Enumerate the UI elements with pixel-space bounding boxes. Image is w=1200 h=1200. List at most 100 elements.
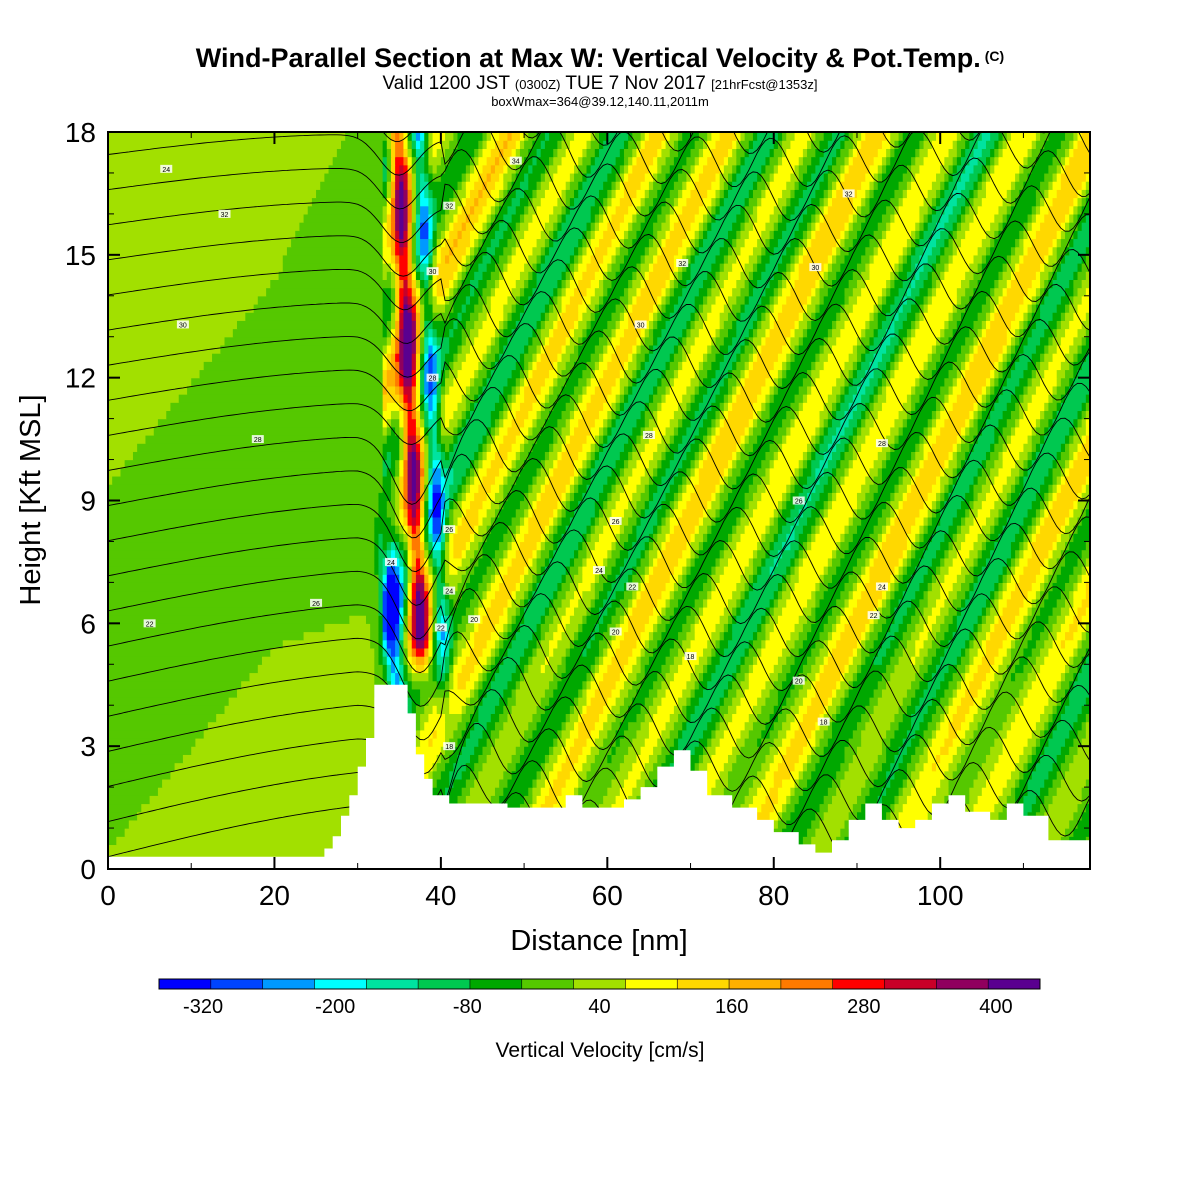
isotherm-label: 30 xyxy=(809,263,822,272)
isotherm-label: 32 xyxy=(842,189,855,198)
isotherm-label: 26 xyxy=(609,516,622,526)
colorbar-swatch xyxy=(469,979,523,989)
isotherm-label: 34 xyxy=(509,156,522,166)
colorbar-swatch xyxy=(521,979,574,989)
isotherm-label-text: 26 xyxy=(445,527,453,534)
colorbar-swatch xyxy=(780,979,833,989)
isotherm-line xyxy=(108,487,1090,573)
colorbar-tick-label: -320 xyxy=(183,996,223,1018)
colorbar-swatch xyxy=(262,979,315,989)
colorbar-swatch xyxy=(884,979,937,989)
isotherm-line xyxy=(108,15,1090,87)
isotherm-label-text: 30 xyxy=(637,322,645,329)
colorbar-swatch xyxy=(159,979,212,989)
y-tick-label: 18 xyxy=(65,117,96,148)
colorbar-swatch xyxy=(729,979,782,989)
isotherm-label: 24 xyxy=(443,586,456,596)
isotherm-label-text: 22 xyxy=(870,613,878,620)
isotherm-label-text: 28 xyxy=(429,376,437,383)
isotherm-line xyxy=(108,452,1090,539)
colorbar-swatch xyxy=(988,979,1041,989)
colorbar-tick-label: -80 xyxy=(453,996,482,1018)
isotherm-label: 24 xyxy=(160,164,173,174)
x-axis-label: Distance [nm] xyxy=(510,925,687,957)
isotherm-label: 22 xyxy=(626,582,639,591)
isotherm-label: 32 xyxy=(676,259,689,268)
isotherm-line xyxy=(108,214,1090,289)
isotherm-label-text: 28 xyxy=(878,441,886,448)
isotherm-line xyxy=(108,417,1090,505)
title-block: Wind-Parallel Section at Max W: Vertical… xyxy=(0,40,1200,108)
pot-temp-labels: 24 32 30 28 26 22 34 32 30 28 26 24 24 22 20 18 32 30 28 26… xyxy=(143,156,888,751)
isotherm-label: 22 xyxy=(434,623,447,632)
isotherm-label: 30 xyxy=(176,320,189,329)
isotherm-label: 30 xyxy=(634,320,647,329)
x-tick-label: 40 xyxy=(425,880,456,911)
isotherm-label-text: 24 xyxy=(445,589,453,596)
isotherm-label: 32 xyxy=(443,201,456,211)
terrain-layer xyxy=(108,684,1090,869)
isotherm-line xyxy=(108,132,1090,188)
colorbar-swatch xyxy=(677,979,730,989)
isotherm-line xyxy=(108,351,1090,423)
isotherm-label: 28 xyxy=(251,435,264,444)
isotherm-label-text: 32 xyxy=(221,212,229,219)
isotherm-line xyxy=(108,684,1090,775)
isotherm-line xyxy=(108,754,1090,842)
x-tick-label: 80 xyxy=(758,880,789,911)
x-tick-label: 60 xyxy=(592,880,623,911)
colorbar-tick-label: 40 xyxy=(588,996,610,1018)
colorbar-label: Vertical Velocity [cm/s] xyxy=(496,1039,705,1062)
isotherm-label: 18 xyxy=(684,652,697,661)
colorbar-swatch xyxy=(210,979,263,989)
isotherm-line xyxy=(108,50,1090,120)
isotherm-line xyxy=(108,283,1090,356)
chart-title-text: Wind-Parallel Section at Max W: Vertical… xyxy=(195,43,981,73)
isotherm-label: 28 xyxy=(875,439,888,448)
isotherm-label-text: 26 xyxy=(795,499,803,506)
isotherm-label: 26 xyxy=(310,598,323,608)
isotherm-label-text: 30 xyxy=(811,265,819,272)
isotherm-label: 26 xyxy=(443,525,456,534)
isotherm-label-text: 32 xyxy=(678,261,686,268)
isotherm-line xyxy=(108,551,1090,640)
vertical-velocity-field xyxy=(108,132,1090,869)
isotherm-label-text: 22 xyxy=(146,621,154,628)
isotherm-line xyxy=(108,586,1090,674)
isotherm-label-text: 34 xyxy=(512,159,520,166)
isotherm-label-text: 24 xyxy=(878,584,886,591)
isotherm-label-text: 20 xyxy=(612,630,620,637)
isotherm-line xyxy=(108,249,1090,322)
colorbar-frame xyxy=(158,978,1041,990)
isotherm-label-text: 18 xyxy=(820,720,828,727)
isotherm-label-text: 32 xyxy=(445,204,453,211)
colorbar-swatch xyxy=(832,979,885,989)
isotherm-label-text: 24 xyxy=(595,568,603,575)
colorbar-swatch xyxy=(314,979,367,989)
valid-time: Valid 1200 JST xyxy=(382,73,510,94)
isotherm-label-text: 22 xyxy=(628,584,636,591)
valid-date: TUE 7 Nov 2017 xyxy=(565,73,706,94)
isotherm-line xyxy=(108,382,1090,457)
isotherm-label-text: 30 xyxy=(179,322,187,329)
y-tick-label: 12 xyxy=(65,363,96,394)
colorbar-tick-label: -200 xyxy=(315,996,355,1018)
isotherm-line xyxy=(108,719,1090,808)
y-tick-label: 9 xyxy=(80,486,96,517)
y-tick-label: 6 xyxy=(80,608,96,639)
isotherm-label-text: 24 xyxy=(162,167,170,174)
isotherm-label: 32 xyxy=(218,209,231,219)
isotherm-label: 20 xyxy=(792,676,805,686)
colorbar-swatch xyxy=(418,979,471,989)
isotherm-label: 20 xyxy=(609,627,622,637)
forecast-info: [21hrFcst@1353z] xyxy=(711,77,818,92)
isotherm-label-text: 22 xyxy=(437,625,445,632)
isotherm-label-text: 20 xyxy=(470,617,478,624)
colorbar-swatch xyxy=(625,979,678,989)
isotherm-label: 24 xyxy=(593,566,605,575)
isotherm-label-text: 28 xyxy=(254,437,262,444)
isotherm-label: 28 xyxy=(642,430,655,440)
x-tick-label: 0 xyxy=(100,880,116,911)
isotherm-label-text: 26 xyxy=(612,519,620,526)
colorbar-tick-label: 280 xyxy=(847,996,880,1018)
